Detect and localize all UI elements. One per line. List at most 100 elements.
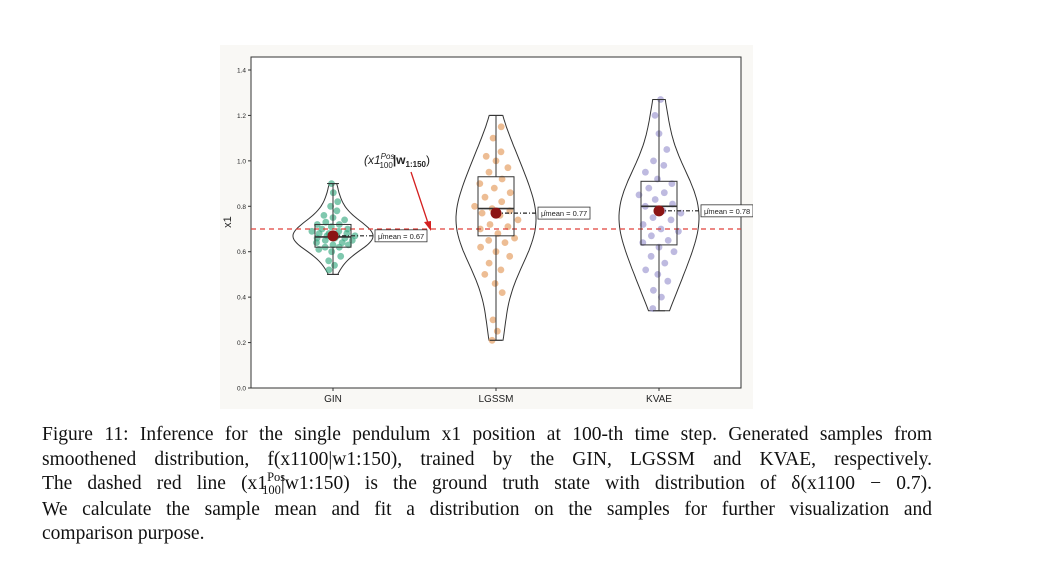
- sample-point: [482, 152, 490, 160]
- sample-point: [337, 252, 345, 260]
- caption-line-1: Figure 11: Inference for the single pend…: [42, 424, 932, 445]
- sample-point: [322, 218, 330, 226]
- sample-point: [308, 227, 316, 235]
- caption-line-3-sup: Pos: [267, 470, 286, 484]
- violin-chart: 0.0 0.2 0.4 0.6 0.8 1.0 1.2 1.4 GIN LGSSM KVAE μ̂…: [222, 56, 753, 405]
- sample-point: [647, 252, 655, 260]
- sample-point: [344, 225, 351, 233]
- sample-point: [485, 168, 493, 176]
- annotation-main: (x1: [364, 153, 381, 167]
- y-tick-label: 1.2: [237, 113, 246, 120]
- sample-point: [325, 266, 333, 274]
- sample-point: [318, 225, 326, 233]
- annotation-rest: |w: [393, 153, 406, 167]
- mean-marker: [490, 207, 502, 219]
- sample-point: [645, 184, 653, 192]
- sample-point: [657, 225, 665, 233]
- y-tick-label: 0.2: [237, 340, 246, 347]
- annotation-rest-sub: 1:150: [406, 160, 427, 169]
- sample-point: [660, 189, 668, 197]
- sample-point: [649, 214, 657, 222]
- violins: [292, 96, 700, 344]
- annotation-arrowhead: [424, 221, 431, 231]
- sample-point: [493, 327, 501, 335]
- caption-line-4: We calculate the sample mean and fit a d…: [42, 498, 932, 520]
- sample-point: [315, 246, 323, 253]
- sample-point: [506, 189, 514, 197]
- sample-point: [648, 232, 655, 240]
- sample-point: [489, 316, 497, 324]
- sample-point: [351, 232, 359, 240]
- x-axis: GIN LGSSM KVAE: [324, 388, 672, 405]
- sample-point: [498, 175, 506, 183]
- sample-point: [345, 241, 352, 249]
- sample-point: [481, 271, 489, 278]
- y-tick-label: 0.6: [237, 249, 246, 256]
- sample-point: [498, 289, 506, 296]
- sample-point: [325, 257, 333, 265]
- figure-caption: Figure 11: Inference for the single pend…: [42, 423, 932, 547]
- sample-point: [514, 216, 522, 224]
- caption-line-5: comparison purpose.: [42, 523, 205, 544]
- caption-line-3: The dashed red line (x1Pos100|w1:150) is…: [42, 470, 932, 498]
- y-axis-label: x1: [222, 216, 234, 228]
- sample-point: [501, 239, 509, 247]
- y-axis: 0.0 0.2 0.4 0.6 0.8 1.0 1.2 1.4: [237, 68, 251, 393]
- annotation-close: ): [426, 153, 430, 167]
- annotation-label: (x1Pos 100|w1:150): [364, 152, 430, 170]
- sample-point: [471, 202, 478, 210]
- sample-point: [654, 271, 662, 278]
- sample-point: [341, 216, 348, 224]
- sample-point: [476, 180, 484, 188]
- annotation-sub: 100: [379, 161, 393, 170]
- sample-point: [660, 162, 668, 169]
- sample-point: [497, 148, 505, 156]
- sample-point: [504, 164, 512, 172]
- y-tick-label: 0.4: [237, 295, 246, 302]
- sample-point: [329, 241, 337, 249]
- sample-point: [485, 259, 493, 267]
- sample-point: [651, 196, 659, 203]
- x-tick-label: GIN: [324, 394, 342, 405]
- sample-point: [491, 280, 499, 287]
- caption-line-3-sub: 100: [262, 483, 281, 497]
- x-tick-label: LGSSM: [478, 394, 513, 405]
- sample-point: [661, 259, 669, 267]
- sample-point: [485, 237, 493, 244]
- sample-point: [668, 180, 676, 188]
- sample-point: [651, 112, 659, 119]
- sample-point: [667, 216, 675, 224]
- mean-label-box: [374, 229, 428, 243]
- sample-point: [489, 134, 497, 142]
- mean-label: μ̂mean = 0.67: [378, 232, 424, 241]
- violin-outline: [618, 99, 700, 312]
- sample-point: [494, 230, 502, 237]
- sample-point: [497, 123, 505, 131]
- sample-point: [327, 202, 334, 210]
- sample-point: [658, 293, 665, 301]
- sample-point: [506, 252, 514, 260]
- caption-line-2: smoothened distribution, f(x1100|w1:150)…: [42, 448, 932, 470]
- sample-point: [328, 248, 336, 256]
- caption-line-3-b: |w1:150) is the ground truth state with …: [280, 473, 932, 494]
- sample-point: [642, 266, 650, 274]
- annotation: (x1Pos 100|w1:150): [364, 152, 431, 231]
- mean-label: μ̂mean = 0.77: [541, 209, 587, 218]
- mean-label: μ̂mean = 0.78: [704, 207, 750, 216]
- sample-point: [333, 207, 341, 215]
- y-tick-label: 0.0: [237, 386, 246, 393]
- caption-line-3-a: The dashed red line (x1: [42, 473, 268, 494]
- x-tick-label: KVAE: [646, 394, 672, 405]
- mean-marker: [327, 230, 339, 242]
- sample-point: [498, 198, 506, 206]
- y-tick-label: 1.0: [237, 158, 246, 165]
- sample-point: [331, 261, 338, 269]
- annotation-arrow: [410, 171, 429, 224]
- annotation-sup: Pos: [381, 152, 395, 161]
- sample-point: [511, 234, 518, 242]
- sample-point: [497, 266, 505, 274]
- sample-point: [481, 193, 489, 201]
- sample-point: [664, 237, 672, 244]
- sample-point: [650, 286, 657, 294]
- sample-point: [490, 184, 498, 192]
